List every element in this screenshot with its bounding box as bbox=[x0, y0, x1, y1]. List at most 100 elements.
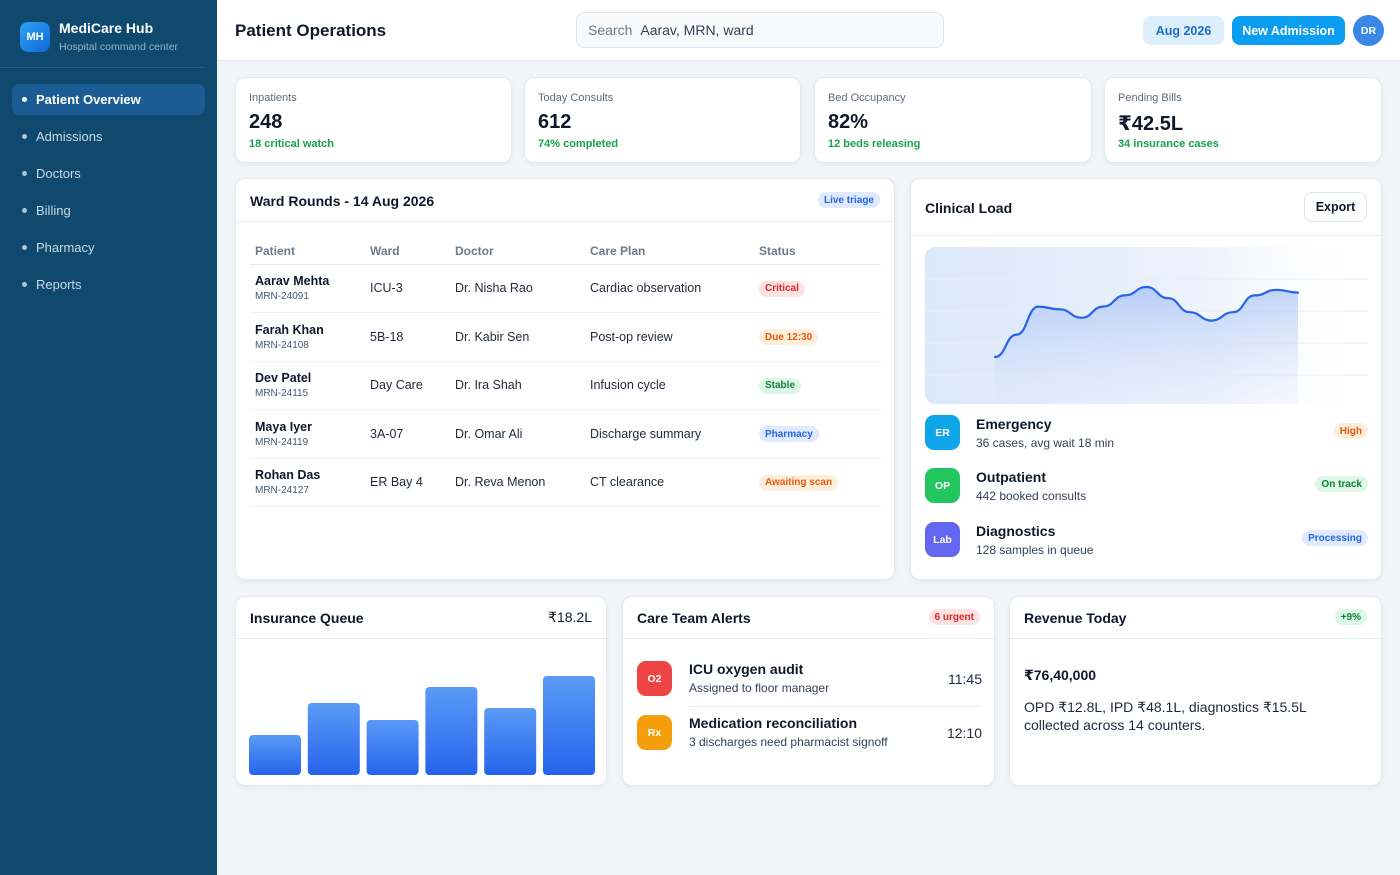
sidebar-item-reports[interactable]: Reports bbox=[12, 269, 205, 300]
doctor-cell: Dr. Ira Shah bbox=[450, 361, 585, 410]
care-plan-cell: Infusion cycle bbox=[585, 361, 754, 410]
sidebar-item-patient-overview[interactable]: Patient Overview bbox=[12, 84, 205, 115]
status-badge: Pharmacy bbox=[759, 426, 819, 442]
sidebar-nav: Patient Overview Admissions Doctors Bill… bbox=[0, 84, 217, 300]
card-header: Care Team Alerts 6 urgent bbox=[623, 597, 994, 639]
sidebar-item-label: Pharmacy bbox=[36, 240, 95, 255]
column-header[interactable]: Ward bbox=[365, 239, 450, 265]
sidebar-item-label: Billing bbox=[36, 203, 71, 218]
doctor-cell: Dr. Omar Ali bbox=[450, 409, 585, 459]
search-input[interactable] bbox=[640, 22, 911, 38]
ward-rounds-card: Ward Rounds - 14 Aug 2026 Live triage Pa… bbox=[235, 178, 895, 580]
list-item-emergency[interactable]: ER Emergency 36 cases, avg wait 18 min H… bbox=[925, 415, 1368, 451]
care-alerts-card: Care Team Alerts 6 urgent O2 ICU oxygen … bbox=[622, 596, 995, 786]
revenue-title: Revenue Today bbox=[1024, 610, 1127, 626]
sidebar-item-admissions[interactable]: Admissions bbox=[12, 121, 205, 152]
revenue-detail: OPD ₹12.8L, IPD ₹48.1L, diagnostics ₹15.… bbox=[1024, 699, 1307, 733]
bars-group bbox=[249, 676, 595, 775]
kpi-subtext: 12 beds releasing bbox=[828, 138, 921, 150]
kpi-label: Bed Occupancy bbox=[828, 92, 906, 104]
status-badge: Processing bbox=[1302, 530, 1368, 546]
kpi-subtext: 18 critical watch bbox=[249, 138, 334, 150]
patient-mrn: MRN-24115 bbox=[255, 388, 309, 400]
bullet-icon bbox=[22, 245, 27, 250]
sidebar-item-label: Doctors bbox=[36, 166, 81, 181]
card-header: Insurance Queue ₹18.2L bbox=[236, 597, 606, 639]
table-row[interactable]: Maya Iyer MRN-24119 3A-07 Dr. Omar Ali Di… bbox=[250, 409, 881, 459]
insurance-bar bbox=[425, 687, 478, 775]
alert-item-medication[interactable]: Rx Medication reconciliation 3 discharge… bbox=[637, 715, 982, 751]
sidebar-item-doctors[interactable]: Doctors bbox=[12, 158, 205, 189]
sidebar-item-label: Reports bbox=[36, 277, 82, 292]
bullet-icon bbox=[22, 171, 27, 176]
sidebar-item-label: Admissions bbox=[36, 129, 103, 144]
alert-title: Medication reconciliation bbox=[689, 715, 858, 731]
table-row[interactable]: Rohan Das MRN-24127 ER Bay 4 Dr. Reva Men… bbox=[250, 458, 881, 507]
insurance-queue-card: Insurance Queue ₹18.2L bbox=[235, 596, 607, 786]
kpi-label: Pending Bills bbox=[1118, 92, 1182, 104]
column-header[interactable]: Doctor bbox=[450, 239, 585, 265]
ward-rounds-table: Patient Ward Doctor Care Plan Status Aar… bbox=[250, 239, 881, 507]
table-row[interactable]: Dev Patel MRN-24115 Day Care Dr. Ira Shah… bbox=[250, 361, 881, 410]
load-subtext: 442 booked consults bbox=[976, 489, 1087, 503]
alert-time: 12:10 bbox=[946, 725, 982, 741]
list-item-outpatient[interactable]: OP Outpatient 442 booked consults On tra… bbox=[925, 468, 1368, 504]
bullet-icon bbox=[22, 208, 27, 213]
search-label: Search bbox=[588, 22, 633, 38]
outpatient-icon: OP bbox=[925, 468, 960, 503]
insurance-bar bbox=[366, 720, 419, 775]
insurance-bar-chart bbox=[249, 676, 595, 775]
new-admission-button[interactable]: New Admission bbox=[1232, 16, 1345, 45]
ward-cell: Day Care bbox=[365, 361, 450, 410]
search-box[interactable]: Search bbox=[576, 12, 944, 48]
status-badge: High bbox=[1333, 423, 1368, 439]
insurance-queue-title: Insurance Queue bbox=[250, 610, 364, 626]
patient-name[interactable]: Maya Iyer bbox=[255, 419, 312, 434]
alert-time: 11:45 bbox=[948, 671, 982, 687]
kpi-value: 82% bbox=[828, 111, 869, 133]
ward-cell: ER Bay 4 bbox=[365, 458, 450, 507]
patient-mrn: MRN-24108 bbox=[255, 339, 309, 351]
urgent-badge: 6 urgent bbox=[928, 609, 980, 625]
table-row[interactable]: Aarav Mehta MRN-24091 ICU-3 Dr. Nisha Rao… bbox=[250, 264, 881, 313]
ward-rounds-title: Ward Rounds - 14 Aug 2026 bbox=[250, 193, 435, 209]
patient-name[interactable]: Dev Patel bbox=[255, 371, 312, 386]
export-button[interactable]: Export bbox=[1304, 192, 1367, 222]
avatar[interactable]: DR bbox=[1353, 15, 1384, 46]
kpi-value: ₹42.5L bbox=[1118, 113, 1184, 135]
kpi-value: 612 bbox=[538, 111, 572, 133]
alert-item-oxygen[interactable]: O2 ICU oxygen audit Assigned to floor ma… bbox=[637, 661, 982, 697]
kpi-label: Inpatients bbox=[249, 92, 297, 104]
alert-subtext: Assigned to floor manager bbox=[689, 681, 830, 695]
bullet-icon bbox=[22, 134, 27, 139]
sidebar-item-pharmacy[interactable]: Pharmacy bbox=[12, 232, 205, 263]
kpi-value: 248 bbox=[249, 111, 283, 133]
ward-cell: 3A-07 bbox=[365, 409, 450, 459]
live-triage-badge: Live triage bbox=[817, 192, 880, 208]
sidebar-item-billing[interactable]: Billing bbox=[12, 195, 205, 226]
care-plan-cell: Cardiac observation bbox=[585, 264, 754, 313]
card-header: Revenue Today +9% bbox=[1010, 597, 1381, 639]
growth-badge: +9% bbox=[1334, 609, 1367, 625]
column-header[interactable]: Care Plan bbox=[585, 239, 754, 265]
patient-name[interactable]: Farah Khan bbox=[255, 322, 324, 337]
month-picker[interactable]: Aug 2026 bbox=[1143, 16, 1224, 45]
patient-name[interactable]: Aarav Mehta bbox=[255, 274, 330, 289]
patient-mrn: MRN-24127 bbox=[255, 485, 309, 497]
doctor-cell: Dr. Reva Menon bbox=[450, 458, 585, 507]
card-header: Ward Rounds - 14 Aug 2026 Live triage bbox=[236, 179, 894, 222]
kpi-label: Today Consults bbox=[538, 92, 614, 104]
load-title: Outpatient bbox=[976, 469, 1046, 485]
kpi-subtext: 74% completed bbox=[538, 138, 619, 150]
brand: MH MediCare Hub Hospital command center bbox=[0, 0, 205, 68]
status-badge: Critical bbox=[759, 280, 805, 297]
care-plan-cell: Post-op review bbox=[585, 312, 754, 362]
kpi-card-bed-occupancy: Bed Occupancy 82% 12 beds releasing bbox=[814, 77, 1092, 163]
column-header[interactable]: Status bbox=[754, 239, 881, 265]
kpi-subtext: 34 insurance cases bbox=[1118, 138, 1219, 150]
status-badge: Due 12:30 bbox=[759, 329, 819, 345]
patient-name[interactable]: Rohan Das bbox=[255, 468, 321, 483]
table-row[interactable]: Farah Khan MRN-24108 5B-18 Dr. Kabir Sen … bbox=[250, 312, 881, 362]
list-item-diagnostics[interactable]: Lab Diagnostics 128 samples in queue Pro… bbox=[925, 522, 1368, 558]
column-header[interactable]: Patient bbox=[250, 239, 365, 265]
